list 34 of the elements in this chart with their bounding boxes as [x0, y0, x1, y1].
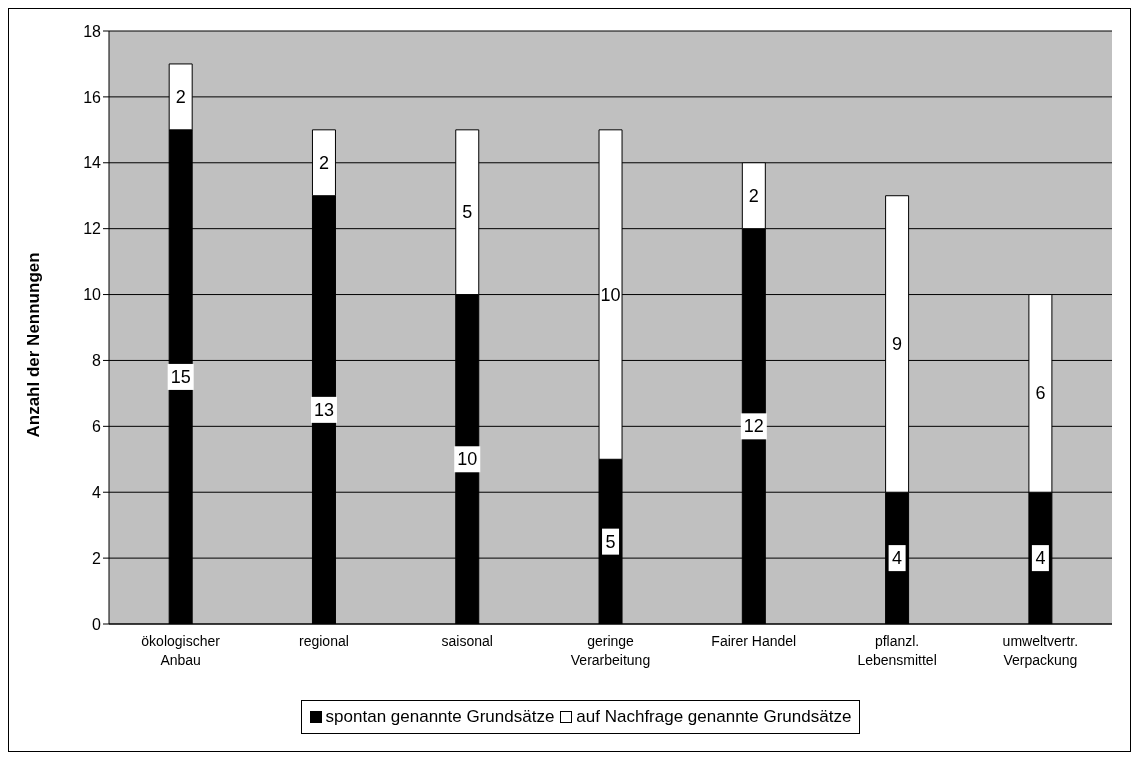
y-tick-label: 8 [92, 352, 102, 370]
y-tick-label: 0 [92, 615, 102, 633]
data-label: 5 [605, 531, 616, 552]
x-tick-label: geringe Verarbeitung [570, 633, 651, 668]
data-label: 2 [175, 86, 186, 107]
x-tick-label: ökologischer Anbau [141, 633, 221, 668]
x-tick-label: regional [299, 633, 349, 649]
y-tick-label: 2 [92, 549, 102, 567]
legend-label: auf Nachfrage genannte Grundsätze [576, 707, 852, 727]
data-label: 5 [462, 202, 473, 223]
data-label: 9 [892, 333, 903, 354]
data-label: 12 [743, 416, 764, 437]
y-tick-label: 18 [83, 22, 102, 40]
y-tick-label: 6 [92, 418, 102, 436]
data-label: 10 [600, 284, 621, 305]
data-label: 4 [892, 548, 903, 569]
data-label: 15 [170, 366, 191, 387]
data-label: 13 [313, 399, 334, 420]
x-tick-label: pflanzl. Lebensmittel [857, 633, 937, 668]
data-label: 4 [1035, 548, 1046, 569]
y-tick-label: 16 [83, 88, 102, 106]
x-tick-label: saisonal [441, 633, 493, 649]
data-label: 10 [457, 449, 478, 470]
legend-label: spontan genannte Grundsätze [325, 707, 555, 727]
data-label: 2 [748, 185, 759, 206]
y-axis-title: Anzahl der Nennungen [24, 252, 44, 438]
x-tick-label: Fairer Handel [711, 633, 797, 649]
x-tick-label: umweltvertr. Verpackung [1002, 633, 1079, 668]
y-tick-label: 10 [83, 286, 102, 304]
data-label: 6 [1035, 383, 1046, 404]
y-tick-label: 4 [92, 483, 102, 501]
y-tick-label: 12 [83, 220, 102, 238]
y-tick-label: 14 [83, 154, 102, 172]
data-label: 2 [318, 152, 329, 173]
